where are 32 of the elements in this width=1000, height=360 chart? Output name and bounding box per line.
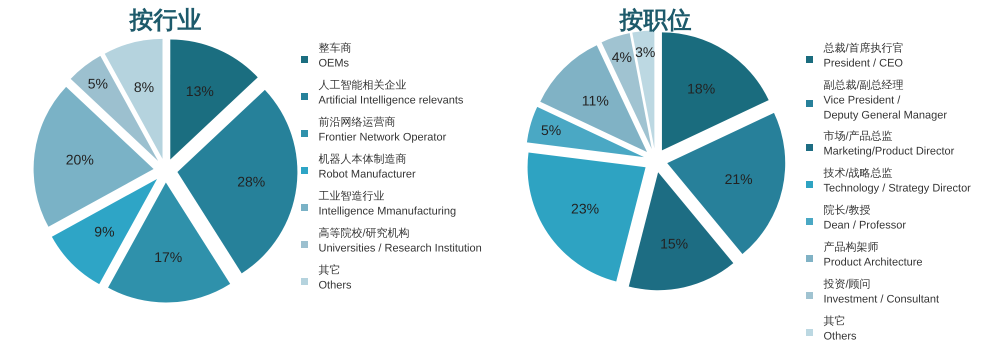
- legend-label: 高等院校/研究机构 Universities / Research Institution: [318, 226, 482, 254]
- legend-label: 整车商 OEMs: [318, 42, 352, 70]
- legend-label: 人工智能相关企业 Artificial Intelligence relevants: [318, 78, 464, 106]
- data-label: 11%: [582, 92, 609, 108]
- data-label: 8%: [134, 78, 154, 95]
- legend-label: 技术/战略总监 Technology / Strategy Director: [822, 166, 972, 194]
- data-label: 9%: [94, 224, 115, 240]
- data-label: 5%: [540, 122, 562, 138]
- data-label: 18%: [687, 80, 716, 97]
- data-label: 4%: [612, 49, 632, 66]
- legend-label: 机器人本体制造商 Robot Manufacturer: [318, 152, 416, 180]
- legend-label: 市场/产品总监 Marketing/Product Director: [824, 130, 955, 158]
- legend-label: 其它 Others: [824, 314, 858, 342]
- legend-label: 前沿网络运营商 Frontier Network Operator: [318, 116, 447, 144]
- legend-label: 投资/顾问 Investment / Consultant: [822, 278, 940, 306]
- data-label: 17%: [154, 248, 182, 265]
- legend-label: 产品构架师 Product Architecture: [824, 240, 923, 268]
- legend-label: 工业智造行业 Intelligence Mmanufacturing: [318, 190, 456, 218]
- data-label: 3%: [635, 44, 656, 60]
- data-label: 21%: [724, 171, 753, 188]
- chart-title: 按职位: [618, 7, 692, 34]
- chart-title: 按行业: [128, 7, 202, 34]
- data-label: 15%: [660, 236, 688, 252]
- legend-label: 其它 Others: [318, 264, 352, 292]
- data-label: 13%: [186, 83, 214, 100]
- data-label: 20%: [66, 152, 94, 168]
- data-label: 5%: [88, 75, 108, 92]
- legend-label: 副总裁/副总经理 Vice President / Deputy General Manager: [824, 78, 948, 122]
- data-label: 28%: [237, 173, 266, 190]
- legend-label: 总裁/首席执行官 President / CEO: [822, 42, 904, 70]
- data-label: 23%: [571, 200, 600, 216]
- legend-label: 院长/教授 Dean / Professor: [824, 204, 906, 232]
